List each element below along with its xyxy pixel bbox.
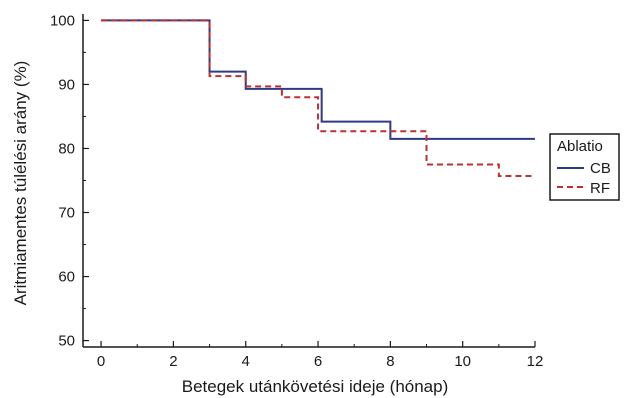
y-tick-label: 70 [58,205,75,222]
y-tick-label: 80 [58,140,75,157]
x-tick-label: 6 [314,353,322,370]
y-axis-title: Aritmiamentes túlélési arány (%) [11,61,30,306]
legend: Ablatio CB RF [549,133,620,201]
y-tick-label: 60 [58,269,75,286]
x-tick-label: 10 [454,353,471,370]
y-tick-label: 100 [50,12,75,29]
x-tick-label: 4 [242,353,250,370]
x-tick-label: 0 [97,353,105,370]
y-tick-label: 50 [58,333,75,350]
series-line-rf [101,19,535,178]
ticks-layer: 0 2 4 6 8 10 12 50 60 70 80 90 100 [50,12,543,370]
series-line-cb [101,19,535,140]
series-layer [101,19,535,178]
y-tick-label: 90 [58,76,75,93]
legend-label-cb: CB [590,160,611,177]
x-axis-title: Betegek utánkövetési ideje (hónap) [182,377,449,396]
x-tick-label: 12 [527,353,544,370]
x-tick-label: 2 [169,353,177,370]
legend-title: Ablatio [557,138,603,155]
legend-label-rf: RF [590,180,610,197]
x-tick-label: 8 [386,353,394,370]
